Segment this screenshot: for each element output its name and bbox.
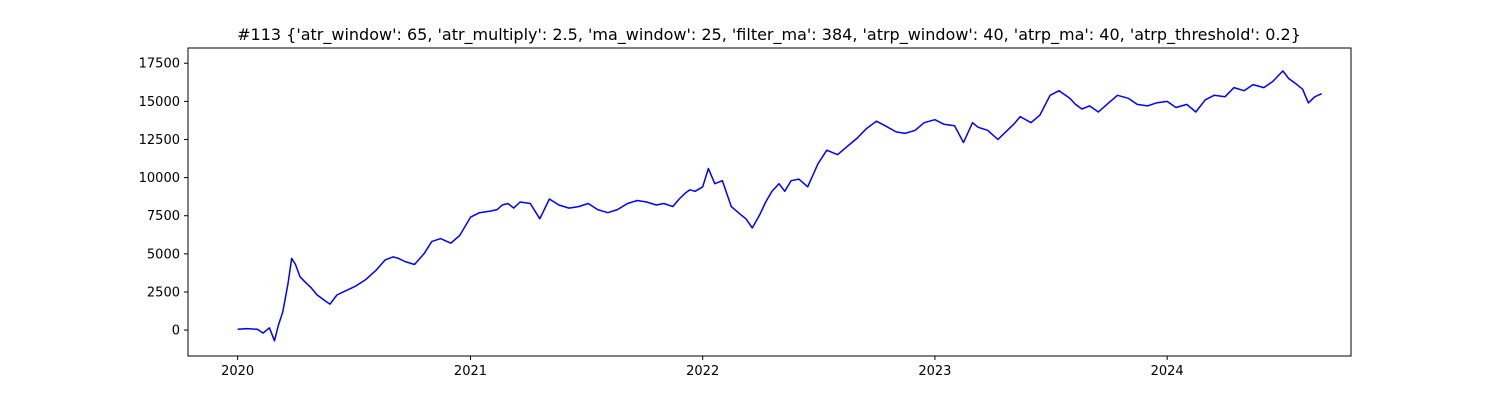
- y-tick-label: 2500: [147, 285, 180, 300]
- x-tick-label: 2024: [1151, 364, 1184, 379]
- y-tick-label: 7500: [147, 209, 180, 224]
- y-tick-label: 12500: [139, 133, 180, 148]
- x-tick-label: 2023: [918, 364, 951, 379]
- equity-line: [237, 70, 1323, 342]
- y-tick-label: 17500: [139, 57, 180, 72]
- y-tick-label: 10000: [139, 171, 180, 186]
- y-tick-label: 15000: [139, 95, 180, 110]
- chart-title: #113 {'atr_window': 65, 'atr_multiply': …: [237, 25, 1301, 45]
- x-tick-label: 2021: [454, 364, 487, 379]
- y-tick-label: 0: [172, 324, 180, 339]
- x-tick-label: 2022: [686, 364, 719, 379]
- y-axis: 0 2500 5000 7500 10000 12500 15000 17500: [139, 57, 188, 339]
- series-layer: [237, 70, 1323, 342]
- y-tick-label: 5000: [147, 247, 180, 262]
- plot-area-frame: [187, 47, 1352, 357]
- x-axis: 2020 2021 2022 2023 2024: [221, 356, 1184, 379]
- x-tick-label: 2020: [221, 364, 254, 379]
